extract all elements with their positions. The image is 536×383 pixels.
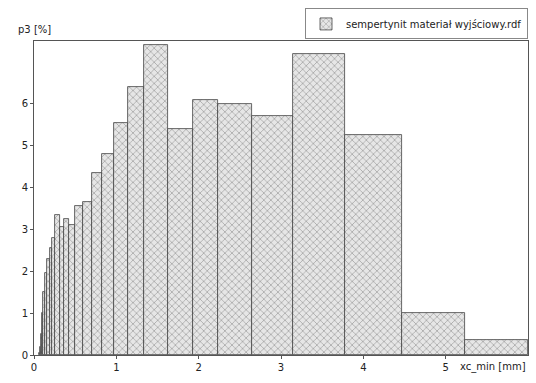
svg-text:6: 6 bbox=[22, 98, 28, 109]
svg-text:0: 0 bbox=[31, 362, 37, 373]
svg-text:4: 4 bbox=[22, 182, 28, 193]
svg-text:0: 0 bbox=[22, 350, 28, 361]
svg-text:4: 4 bbox=[360, 362, 366, 373]
svg-text:2: 2 bbox=[195, 362, 201, 373]
svg-text:1: 1 bbox=[22, 308, 28, 319]
svg-text:3: 3 bbox=[22, 224, 28, 235]
svg-text:1: 1 bbox=[113, 362, 119, 373]
svg-text:5: 5 bbox=[442, 362, 448, 373]
svg-text:3: 3 bbox=[278, 362, 284, 373]
svg-text:p3 [%]: p3 [%] bbox=[18, 24, 51, 35]
svg-text:5: 5 bbox=[22, 140, 28, 151]
svg-text:xc_min [mm]: xc_min [mm] bbox=[460, 361, 526, 373]
svg-text:2: 2 bbox=[22, 266, 28, 277]
svg-text:sempertynit materiał wyjściowy: sempertynit materiał wyjściowy.rdf bbox=[346, 19, 521, 30]
